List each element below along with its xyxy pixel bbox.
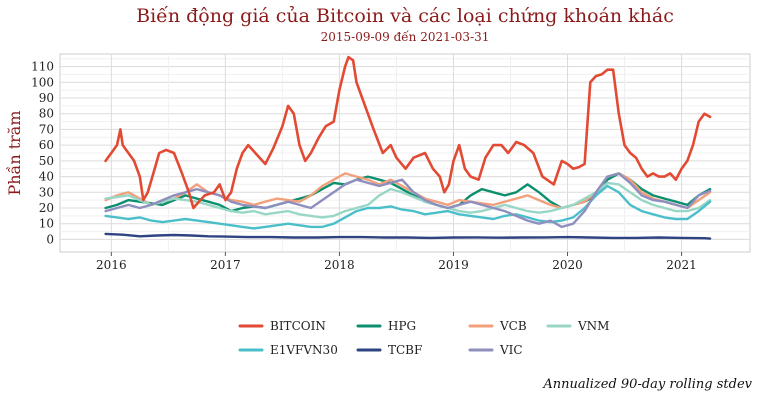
y-tick-label: 90 (39, 91, 54, 105)
y-tick-label: 20 (39, 201, 54, 215)
chart-subtitle: 2015-09-09 đến 2021-03-31 (321, 29, 490, 44)
x-tick-label: 2021 (666, 258, 697, 272)
legend-label-vic: VIC (499, 343, 523, 357)
series-line-tcbf (104, 232, 712, 240)
x-tick-label: 2017 (210, 258, 241, 272)
y-axis-label: Phần trăm (5, 110, 24, 195)
legend-label-e1vfvn30: E1VFVN30 (270, 343, 338, 357)
y-tick-label: 40 (39, 170, 54, 184)
y-tick-label: 10 (39, 217, 54, 231)
x-tick-label: 2020 (552, 258, 583, 272)
legend-label-hpg: HPG (388, 319, 416, 333)
series-line-hpg (104, 172, 712, 213)
legend-label-tcbf: TCBF (388, 343, 422, 357)
series-lines (104, 55, 712, 240)
y-tick-label: 0 (46, 232, 54, 246)
x-tick-label: 2016 (96, 258, 127, 272)
y-tick-label: 60 (39, 138, 54, 152)
x-tick-label: 2018 (324, 258, 355, 272)
y-tick-label: 100 (31, 75, 54, 89)
legend: BITCOIN HPG VCB VNM E1VFVN30 TCBF VIC (238, 319, 609, 357)
x-tick-label: 2019 (438, 258, 469, 272)
chart-caption: Annualized 90-day rolling stdev (542, 377, 752, 392)
chart-title: Biến động giá của Bitcoin và các loại ch… (136, 5, 674, 27)
series-line-e1vfvn30 (104, 184, 712, 230)
legend-label-vnm: VNM (577, 319, 609, 333)
x-ticks: 2016 2017 2018 2019 2020 2021 (96, 252, 697, 272)
series-line-vnm (104, 181, 712, 219)
y-tick-label: 30 (39, 185, 54, 199)
legend-label-bitcoin: BITCOIN (270, 319, 326, 333)
series-line-vic (104, 172, 712, 229)
y-tick-label: 70 (39, 122, 54, 136)
y-tick-label: 50 (39, 154, 54, 168)
series-line-bitcoin (104, 55, 712, 210)
y-tick-label: 80 (39, 107, 54, 121)
legend-label-vcb: VCB (499, 319, 527, 333)
y-tick-label: 110 (31, 60, 54, 74)
grid (60, 54, 750, 252)
